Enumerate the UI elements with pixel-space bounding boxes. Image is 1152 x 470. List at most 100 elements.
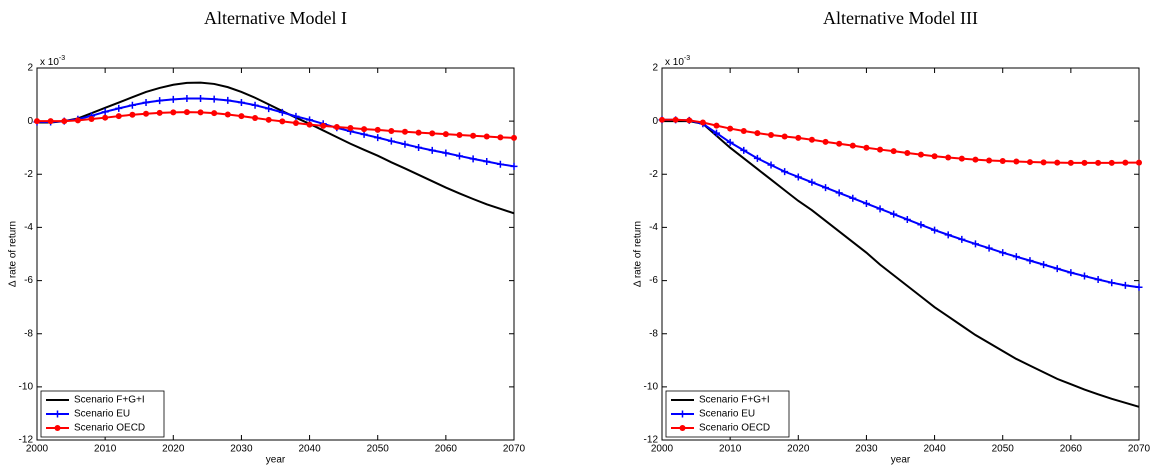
- marker: [224, 96, 232, 104]
- marker: [753, 154, 761, 162]
- marker: [768, 131, 775, 138]
- marker: [1108, 279, 1116, 287]
- marker: [101, 108, 109, 116]
- marker: [210, 95, 218, 103]
- marker: [483, 158, 491, 166]
- marker: [292, 120, 299, 127]
- marker: [1040, 159, 1047, 166]
- y-tick-label: -10: [19, 381, 34, 392]
- marker: [497, 134, 504, 141]
- y-axis-label: Δ rate of return: [8, 221, 19, 287]
- marker: [347, 125, 354, 132]
- marker: [890, 148, 897, 155]
- y-tick-label: -6: [24, 275, 33, 286]
- legend-marker: [679, 425, 686, 431]
- marker: [945, 154, 952, 161]
- marker: [415, 129, 422, 136]
- x-tick-label: 2000: [651, 444, 674, 455]
- marker: [672, 116, 679, 123]
- marker: [361, 126, 368, 133]
- marker: [849, 194, 857, 202]
- marker: [442, 131, 449, 138]
- marker: [170, 109, 177, 116]
- marker: [1136, 159, 1142, 166]
- marker: [659, 116, 665, 123]
- marker: [849, 142, 856, 149]
- y-tick-label: -10: [644, 381, 659, 392]
- marker: [387, 137, 395, 145]
- marker: [999, 158, 1006, 164]
- legend-label: Scenario F+G+I: [699, 395, 770, 406]
- multiplier-exponent: -3: [59, 55, 65, 62]
- marker: [727, 125, 734, 132]
- legend-label: Scenario EU: [74, 409, 130, 420]
- x-tick-label: 2020: [162, 444, 185, 455]
- y-tick-label: -2: [649, 169, 658, 180]
- marker: [986, 157, 993, 164]
- marker: [1122, 159, 1129, 166]
- marker: [74, 117, 81, 124]
- x-tick-label: 2000: [26, 444, 49, 455]
- marker: [401, 128, 408, 135]
- y-axis-label: Δ rate of return: [633, 221, 644, 287]
- marker: [510, 162, 518, 170]
- x-tick-label: 2040: [923, 444, 946, 455]
- x-tick-label: 2030: [855, 444, 878, 455]
- y-multiplier: x 10-3: [40, 55, 65, 68]
- legend-label: Scenario OECD: [699, 423, 770, 434]
- marker: [183, 109, 190, 116]
- marker: [511, 134, 517, 141]
- marker: [265, 105, 273, 113]
- y-tick-label: -6: [649, 275, 658, 286]
- x-tick-label: 2060: [1060, 444, 1083, 455]
- marker: [129, 111, 136, 118]
- marker: [237, 99, 245, 107]
- marker: [88, 116, 95, 123]
- marker: [971, 240, 979, 248]
- x-tick-label: 2010: [94, 444, 117, 455]
- marker: [428, 146, 436, 154]
- marker: [197, 95, 205, 103]
- series-line: [662, 120, 1140, 408]
- marker: [183, 95, 191, 103]
- y-tick-label: -12: [644, 435, 659, 446]
- marker: [496, 160, 504, 168]
- marker: [401, 140, 409, 148]
- marker: [863, 144, 870, 151]
- marker: [320, 122, 327, 129]
- marker: [862, 200, 870, 208]
- marker: [944, 231, 952, 239]
- marker: [156, 109, 163, 116]
- legend-marker: [679, 410, 686, 418]
- marker: [429, 130, 436, 137]
- marker: [1054, 159, 1061, 166]
- marker: [1108, 159, 1115, 166]
- marker: [822, 138, 829, 145]
- marker: [876, 205, 884, 213]
- x-tick-label: 2030: [230, 444, 253, 455]
- marker: [835, 189, 843, 197]
- marker: [292, 112, 300, 120]
- marker: [1135, 283, 1143, 291]
- marker: [388, 127, 395, 134]
- marker: [1081, 159, 1088, 166]
- marker: [1121, 281, 1129, 289]
- marker: [917, 221, 925, 229]
- marker: [333, 123, 340, 130]
- x-tick-label: 2060: [435, 444, 458, 455]
- marker: [455, 152, 463, 160]
- marker: [251, 101, 259, 109]
- marker: [877, 146, 884, 153]
- marker: [374, 134, 382, 142]
- marker: [442, 149, 450, 157]
- marker: [115, 113, 122, 120]
- marker: [470, 132, 477, 139]
- legend-label: Scenario EU: [699, 409, 755, 420]
- marker: [47, 118, 54, 125]
- chart-title: Alternative Model III: [823, 8, 978, 28]
- marker: [713, 122, 720, 129]
- marker: [142, 99, 150, 107]
- x-tick-label: 2010: [719, 444, 742, 455]
- multiplier-base: x 10: [40, 57, 59, 68]
- marker: [972, 156, 979, 163]
